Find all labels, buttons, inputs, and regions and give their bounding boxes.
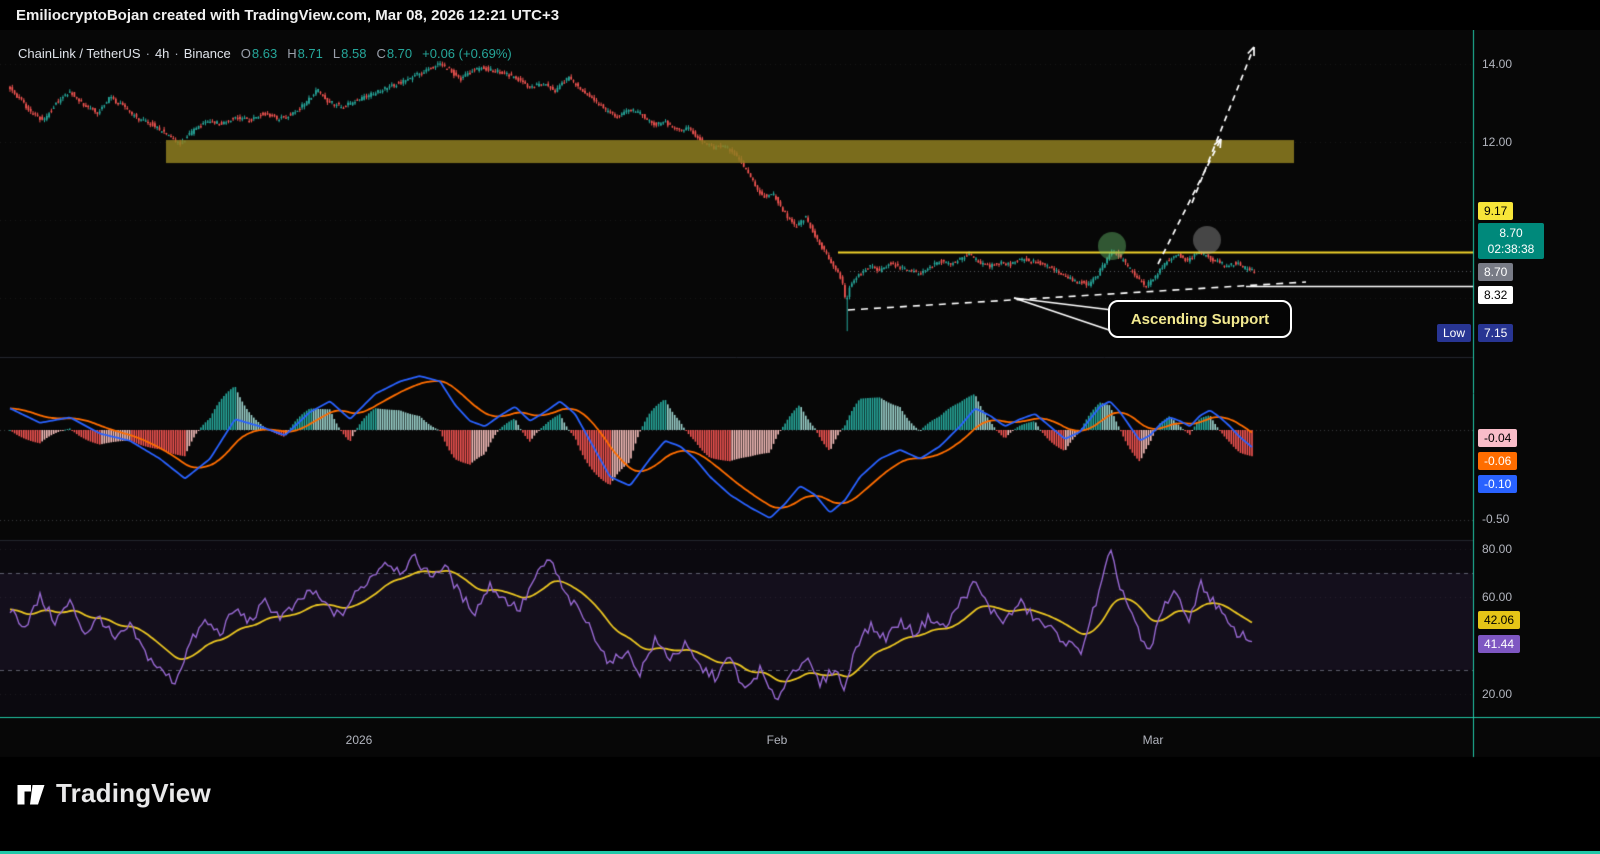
low-marker-tag: Low (1437, 324, 1472, 342)
callout-text: Ascending Support (1130, 310, 1270, 328)
support-price-label: 8.32 (1478, 286, 1514, 304)
low-value: 8.58 (341, 46, 367, 61)
price-scale[interactable]: 14.00 12.00 9.17 8.70 02:38:38 8.70 8.32… (1474, 30, 1600, 757)
interval-label[interactable]: 4h (154, 46, 170, 61)
rsi-ma-label: 42.06 (1478, 611, 1521, 629)
rsi-tick-80: 80.00 (1482, 542, 1513, 556)
high-label: H (287, 46, 297, 61)
bottom-accent-line (0, 851, 1600, 854)
close-label: C (376, 46, 386, 61)
open-value: 8.63 (251, 46, 278, 61)
tradingview-logo[interactable]: TradingView (16, 778, 211, 809)
ascending-support-callout[interactable]: Ascending Support (1108, 300, 1292, 338)
macd-tick: -0.50 (1482, 512, 1510, 526)
time-axis[interactable]: 2026 Feb Mar (0, 718, 1600, 756)
price-tick-12: 12.00 (1482, 135, 1513, 149)
low-label: L (332, 46, 341, 61)
rsi-tick-60: 60.00 (1482, 590, 1513, 604)
current-price-value: 8.70 (1499, 226, 1523, 240)
macd-hist-label: -0.04 (1478, 429, 1518, 447)
attribution-bar: EmiliocryptoBojan created with TradingVi… (0, 0, 1600, 30)
time-tick-2026: 2026 (345, 733, 373, 747)
high-value: 8.71 (297, 46, 323, 61)
change-value: +0.06 (+0.69%) (422, 46, 512, 61)
close-value: 8.70 (386, 46, 413, 61)
macd-signal-label: -0.06 (1478, 452, 1518, 470)
legend-separator: · (174, 46, 179, 61)
time-tick-feb: Feb (766, 733, 788, 747)
legend-separator: · (145, 46, 150, 61)
price-tick-14: 14.00 (1482, 57, 1513, 71)
current-price-label: 8.70 02:38:38 (1478, 223, 1544, 259)
resistance-price-label: 9.17 (1478, 202, 1514, 220)
bar-countdown: 02:38:38 (1487, 242, 1535, 256)
symbol-title[interactable]: ChainLink / TetherUS (18, 46, 141, 61)
rsi-line-label: 41.44 (1478, 635, 1521, 653)
symbol-legend: ChainLink / TetherUS · 4h · Binance O 8.… (18, 46, 512, 61)
open-label: O (240, 46, 251, 61)
macd-line-label: -0.10 (1478, 475, 1518, 493)
tradingview-logo-text: TradingView (56, 778, 211, 808)
time-tick-mar: Mar (1142, 733, 1164, 747)
low-price-label: 7.15 (1478, 324, 1514, 342)
tradingview-logo-mark (17, 784, 45, 804)
attribution-text: EmiliocryptoBojan created with TradingVi… (16, 6, 560, 24)
rsi-tick-20: 20.00 (1482, 687, 1513, 701)
prev-price-label: 8.70 (1478, 263, 1514, 281)
exchange-label: Binance (183, 46, 231, 61)
